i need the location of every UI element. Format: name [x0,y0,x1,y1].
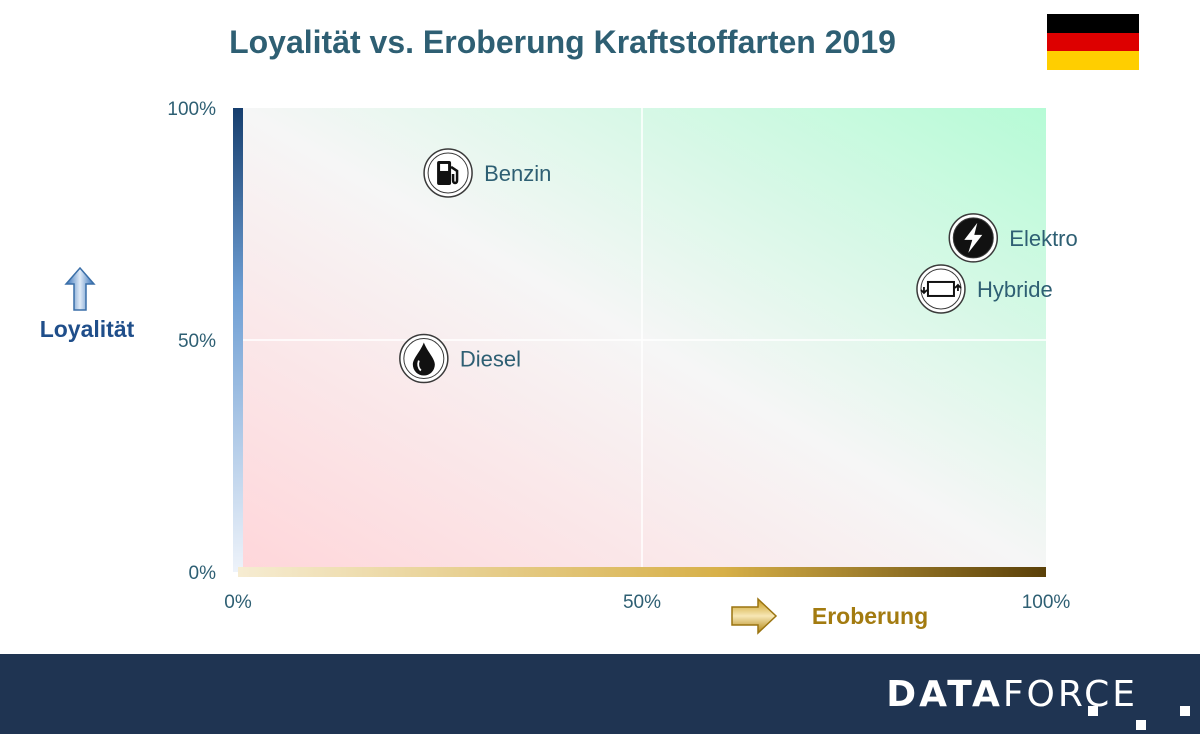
germany-flag-icon [1047,14,1139,70]
data-points: Benzin Elektro Hybride Diesel [399,148,1078,384]
data-label: Benzin [484,161,551,186]
flag-stripe-red [1047,32,1139,52]
grid-lines [238,108,1046,572]
x-axis-label: Eroberung [812,603,928,629]
footer-bar: DATAFORCE [0,654,1200,734]
scatter-chart: 0% 50% 100% 0% 50% 100% Loyalität Eroberung B… [40,99,1078,635]
loyalty-up-arrow-icon [64,266,96,311]
hybrid-battery-icon [916,264,966,314]
data-label: Diesel [460,347,521,372]
data-point-elektro: Elektro [948,213,1078,263]
logo-text-bold: DATA [886,674,1003,715]
loyalty-axis-bar [233,108,243,572]
x-tick-label: 50% [623,592,661,613]
fuel-pump-icon [423,148,473,198]
lightning-icon [948,213,999,263]
data-point-hybride: Hybride [916,264,1053,314]
flag-stripe-black [1047,14,1139,33]
data-point-diesel: Diesel [399,333,521,384]
conquest-axis-bar [238,567,1046,577]
conquest-right-arrow-icon [731,597,778,635]
chart-title: Loyalität vs. Eroberung Kraftstoffarten … [229,24,896,60]
y-tick-label: 50% [178,331,216,352]
y-tick-label: 100% [167,99,216,120]
axis-ticks: 0% 50% 100% 0% 50% 100% [167,99,1070,613]
logo-text-light: FORCE [1002,674,1138,715]
data-point-benzin: Benzin [423,148,551,198]
flag-stripe-gold [1047,51,1139,70]
x-tick-label: 100% [1022,592,1071,613]
data-label: Elektro [1009,226,1077,251]
data-label: Hybride [977,277,1053,302]
dataforce-logo: DATAFORCE [886,674,1138,715]
y-tick-label: 0% [189,563,217,584]
x-tick-label: 0% [224,592,252,613]
oil-drop-icon [399,333,449,384]
y-axis-label: Loyalität [40,316,135,342]
